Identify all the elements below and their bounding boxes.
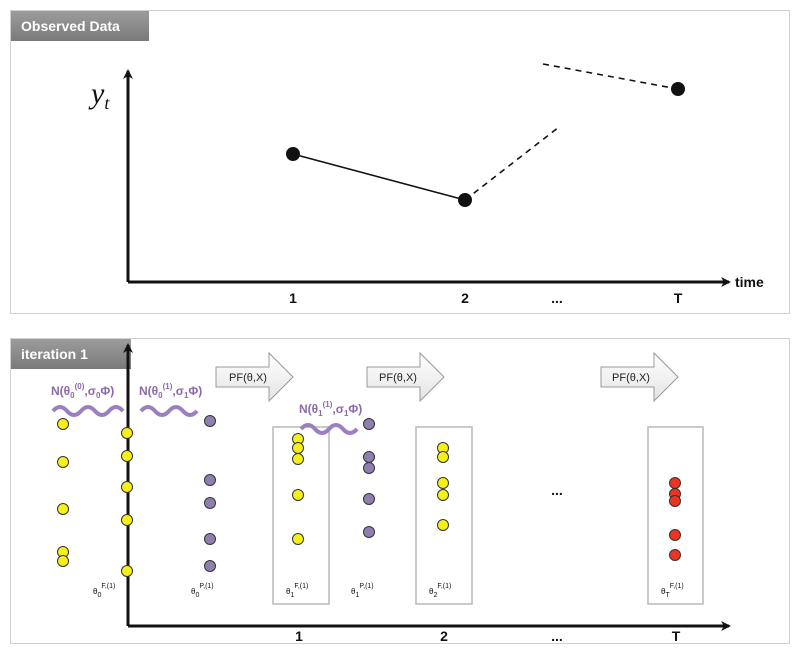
observation-point <box>671 82 685 96</box>
particle <box>121 450 133 462</box>
panel-title: Observed Data <box>11 11 149 41</box>
tick-label-T: T <box>674 290 683 306</box>
particle-label: θ1P,(1) <box>351 583 374 599</box>
tick-label-ellipsis: ... <box>551 628 563 643</box>
tick-label-2: 2 <box>461 290 469 306</box>
tick-label-2: 2 <box>440 628 448 643</box>
prior-label: N(θ0(0),σ0Φ) <box>51 382 114 400</box>
svg-text:PF(θ,X): PF(θ,X) <box>612 372 650 384</box>
particle <box>437 519 449 531</box>
particle <box>57 503 69 515</box>
iteration-panel: iteration 1 1 2 ... T PF(θ,X) PF <box>10 338 790 644</box>
observed-data-plot: yt time 1 2 ... T <box>88 63 764 306</box>
observation-point <box>458 193 472 207</box>
particle-label: θ0F,(1) <box>93 583 115 599</box>
particle <box>363 451 375 463</box>
particle <box>363 526 375 538</box>
pf-arrow: PF(θ,X) <box>600 351 679 403</box>
svg-text:PF(θ,X): PF(θ,X) <box>379 372 417 384</box>
dashed-continuation <box>464 126 560 201</box>
wave-icon <box>51 405 125 417</box>
observation-segment <box>292 153 466 201</box>
particle <box>669 495 681 507</box>
particle <box>669 477 681 489</box>
observed-data-panel: Observed Data yt time 1 2 ... T <box>10 10 790 314</box>
pf-arrow: PF(θ,X) <box>366 351 445 403</box>
iteration-diagram: 1 2 ... T PF(θ,X) PF(θ,X) PF(θ,X) N(θ0(0… <box>51 343 731 643</box>
particle-label: θ0P,(1) <box>191 583 214 599</box>
particle <box>292 533 304 545</box>
prior-label: N(θ1(1),σ1Φ) <box>299 400 362 418</box>
slice-box-T <box>647 426 704 605</box>
svg-text:PF(θ,X): PF(θ,X) <box>229 372 267 384</box>
particle <box>292 453 304 465</box>
particle <box>292 442 304 454</box>
wave-icon <box>299 423 359 435</box>
particle <box>204 474 216 486</box>
particle-label: θ1F,(1) <box>286 583 308 599</box>
particle <box>204 415 216 427</box>
tick-label-T: T <box>672 628 681 643</box>
particle <box>669 549 681 561</box>
particle <box>363 462 375 474</box>
particle <box>363 493 375 505</box>
particle <box>57 555 69 567</box>
y-axis-label: yt <box>88 77 110 113</box>
tick-label-1: 1 <box>289 290 297 306</box>
slice-box-2 <box>415 426 473 605</box>
particle <box>437 477 449 489</box>
prior-label: N(θ0(1),σ1Φ) <box>139 382 202 400</box>
particle <box>57 456 69 468</box>
tick-label-ellipsis: ... <box>551 290 563 306</box>
particle <box>204 497 216 509</box>
particle <box>363 418 375 430</box>
particle <box>669 529 681 541</box>
particle <box>437 451 449 463</box>
particle-label: θ2F,(1) <box>429 583 451 599</box>
particle <box>121 481 133 493</box>
tick-label-1: 1 <box>295 628 303 643</box>
particle <box>204 560 216 572</box>
pf-arrow: PF(θ,X) <box>215 351 294 403</box>
ellipsis: ... <box>551 482 563 498</box>
slice-box-1 <box>272 426 330 605</box>
x-axis-label: time <box>735 274 764 290</box>
particle <box>121 514 133 526</box>
particle <box>292 489 304 501</box>
particle <box>204 533 216 545</box>
particle <box>121 565 133 577</box>
observation-point <box>286 147 300 161</box>
particle <box>57 418 69 430</box>
particle <box>437 489 449 501</box>
particle <box>121 427 133 439</box>
dashed-continuation <box>542 63 679 90</box>
panel-title: iteration 1 <box>11 339 131 369</box>
wave-icon <box>139 405 199 417</box>
particle-label: θTF,(1) <box>661 583 684 599</box>
